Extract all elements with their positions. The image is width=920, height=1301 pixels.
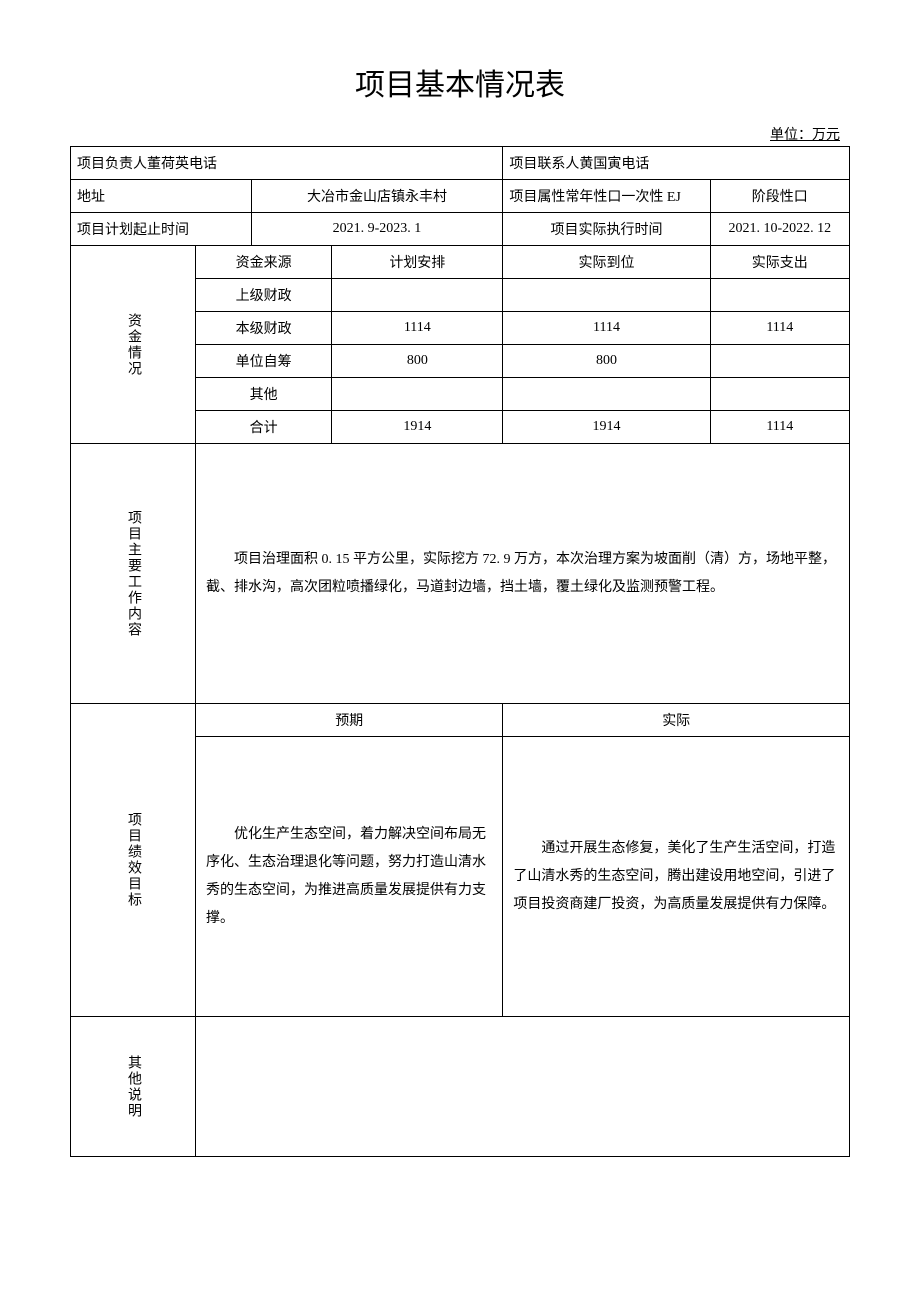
funding-source: 本级财政 (196, 312, 332, 345)
funding-spent: 1114 (710, 411, 849, 444)
funding-arrived: 1114 (503, 312, 710, 345)
funding-arrived: 800 (503, 345, 710, 378)
unit-label: 单位：万元 (70, 124, 850, 144)
address-value: 大冶市金山店镇永丰村 (251, 180, 503, 213)
funding-section-label: 资金情况 (71, 246, 196, 444)
col-plan: 计划安排 (332, 246, 503, 279)
funding-source: 合计 (196, 411, 332, 444)
funding-plan: 800 (332, 345, 503, 378)
address-label: 地址 (71, 180, 252, 213)
col-spent: 实际支出 (710, 246, 849, 279)
funding-spent: 1114 (710, 312, 849, 345)
plan-time-label: 项目计划起止时间 (71, 213, 252, 246)
goals-expected-header: 预期 (196, 704, 503, 737)
table-row: 其他说明 (71, 1017, 850, 1157)
funding-plan: 1914 (332, 411, 503, 444)
page-title: 项目基本情况表 (70, 60, 850, 104)
goals-section-label: 项目绩效目标 (71, 704, 196, 1017)
funding-arrived (503, 378, 710, 411)
project-info-table: 项目负责人董荷英电话 项目联系人黄国寅电话 地址 大冶市金山店镇永丰村 项目属性… (70, 146, 850, 1157)
leader-cell: 项目负责人董荷英电话 (71, 147, 503, 180)
stage-label: 阶段性口 (710, 180, 849, 213)
table-row: 项目绩效目标 预期 实际 (71, 704, 850, 737)
plan-time-value: 2021. 9-2023. 1 (251, 213, 503, 246)
attr-label: 项目属性常年性口一次性 EJ (503, 180, 710, 213)
funding-plan (332, 378, 503, 411)
funding-plan: 1114 (332, 312, 503, 345)
actual-time-value: 2021. 10-2022. 12 (710, 213, 849, 246)
funding-arrived: 1914 (503, 411, 710, 444)
funding-arrived (503, 279, 710, 312)
col-arrived: 实际到位 (503, 246, 710, 279)
table-row: 项目主要工作内容 项目治理面积 0. 15 平方公里，实际挖方 72. 9 万方… (71, 444, 850, 704)
goals-actual-header: 实际 (503, 704, 850, 737)
contact-cell: 项目联系人黄国寅电话 (503, 147, 850, 180)
funding-source: 其他 (196, 378, 332, 411)
actual-time-label: 项目实际执行时间 (503, 213, 710, 246)
goals-actual-body: 通过开展生态修复，美化了生产生活空间，打造了山清水秀的生态空间，腾出建设用地空间… (503, 737, 850, 1017)
table-row: 项目负责人董荷英电话 项目联系人黄国寅电话 (71, 147, 850, 180)
table-row: 地址 大冶市金山店镇永丰村 项目属性常年性口一次性 EJ 阶段性口 (71, 180, 850, 213)
funding-plan (332, 279, 503, 312)
other-section-label: 其他说明 (71, 1017, 196, 1157)
work-section-label: 项目主要工作内容 (71, 444, 196, 704)
work-body: 项目治理面积 0. 15 平方公里，实际挖方 72. 9 万方，本次治理方案为坡… (196, 444, 850, 704)
other-body (196, 1017, 850, 1157)
goals-expected-body: 优化生产生态空间，着力解决空间布局无序化、生态治理退化等问题，努力打造山清水秀的… (196, 737, 503, 1017)
funding-spent (710, 378, 849, 411)
funding-source: 上级财政 (196, 279, 332, 312)
table-row: 项目计划起止时间 2021. 9-2023. 1 项目实际执行时间 2021. … (71, 213, 850, 246)
table-row: 资金情况 资金来源 计划安排 实际到位 实际支出 (71, 246, 850, 279)
col-source: 资金来源 (196, 246, 332, 279)
funding-spent (710, 345, 849, 378)
funding-spent (710, 279, 849, 312)
funding-source: 单位自筹 (196, 345, 332, 378)
